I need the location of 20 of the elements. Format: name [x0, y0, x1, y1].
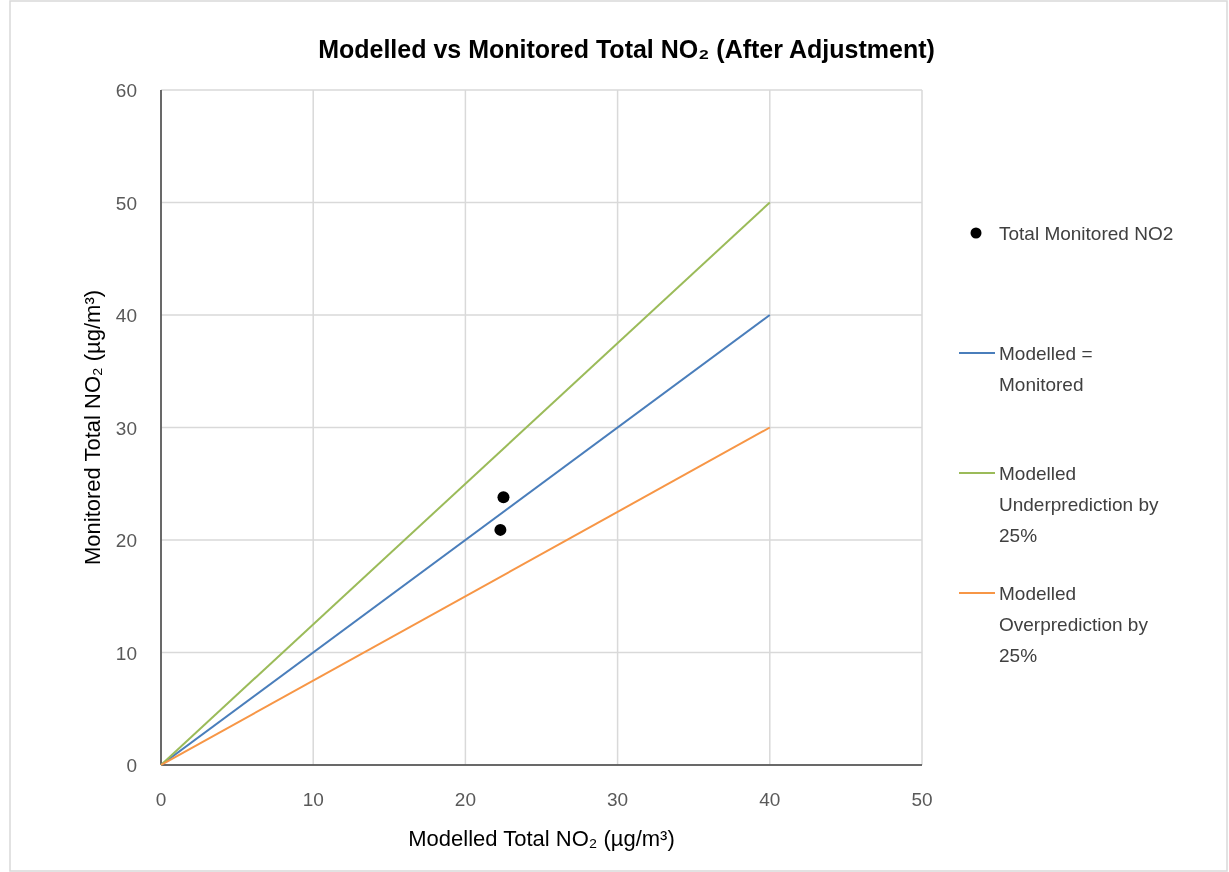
x-axis-title: Modelled Total NO₂ (µg/m³) — [408, 826, 675, 851]
legend-label: Total Monitored NO2 — [999, 223, 1174, 244]
y-tick-label: 30 — [115, 417, 137, 439]
y-tick-label: 20 — [115, 530, 137, 551]
y-tick-label: 0 — [126, 755, 137, 776]
legend-label: Modelled Underprediction by 25% — [999, 463, 1159, 546]
x-tick-label: 30 — [607, 789, 629, 810]
x-tick-label: 10 — [302, 789, 324, 810]
y-tick-label: 10 — [115, 642, 137, 664]
x-tick-label: 40 — [759, 789, 781, 810]
x-tick-label: 20 — [454, 789, 476, 810]
y-axis-title: Monitored Total NO₂ (µg/m³) — [80, 289, 105, 566]
x-tick-label: 50 — [911, 789, 933, 810]
y-tick-label: 40 — [115, 305, 137, 326]
legend-label: Modelled = Monitored — [999, 343, 1093, 395]
x-tick-label: 0 — [155, 789, 167, 810]
legend-label: Modelled Overprediction by 25% — [999, 583, 1149, 666]
y-tick-label: 50 — [115, 192, 137, 214]
y-tick-label: 60 — [115, 80, 137, 101]
chart-title: Modelled vs Monitored Total NO₂ (After Adjustment) — [318, 35, 935, 63]
